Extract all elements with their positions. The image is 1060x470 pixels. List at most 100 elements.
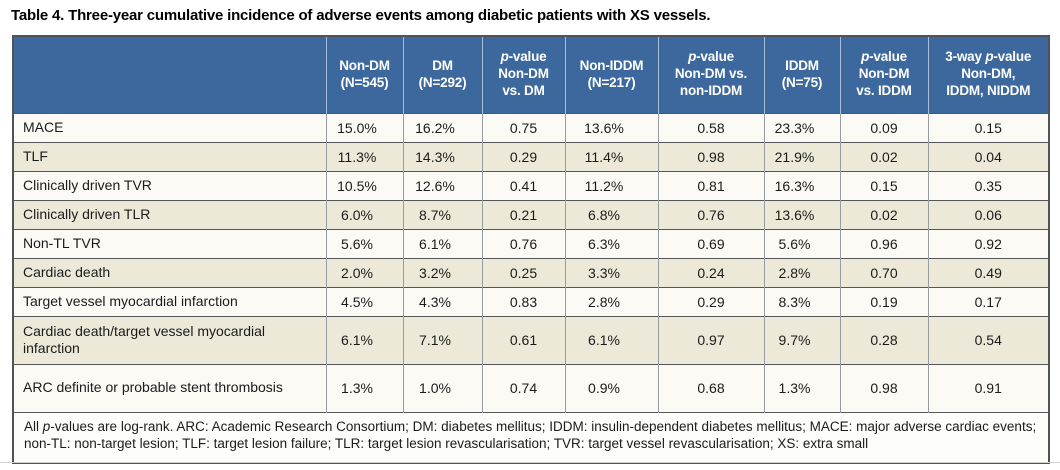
cell-p-3-way: 0.92 [927,228,1049,258]
cell-dm: 8.7% [402,199,482,229]
cell-dm: 6.1% [402,228,482,258]
cell-p-non-dm-vs-dm: 0.83 [481,286,565,316]
cell-p-non-dm-vs-iddm: 0.09 [839,112,928,142]
column-header: IDDM (N=75) [763,36,840,113]
column-header [13,36,326,113]
cell-non-dm: 11.3% [325,141,403,171]
row-label: Clinically driven TLR [13,199,326,229]
table-row: Cardiac death/target vessel myocardial i… [13,315,1049,364]
cell-p-non-dm-vs-dm: 0.41 [481,170,565,200]
table-row: TLF 11.3% 14.3% 0.29 11.4% 0.98 21.9% 0.02 0.04 [13,141,1049,171]
column-header: DM (N=292) [402,36,482,113]
footnote-row: All p-values are log-rank. ARC: Academic… [13,411,1049,464]
column-header: 3-way p-value Non-DM, IDDM, NIDDM [927,36,1049,113]
column-header: p-value Non-DM vs. DM [481,36,565,113]
cell-iddm: 5.6% [763,228,840,258]
cell-non-iddm: 11.2% [564,170,658,200]
cell-p-non-dm-vs-iddm: 0.19 [839,286,928,316]
cell-iddm: 2.8% [763,257,840,287]
cell-p-non-dm-vs-iddm: 0.28 [839,315,928,364]
cell-p-non-dm-vs-non-iddm: 0.69 [657,228,764,258]
cell-non-iddm: 13.6% [564,112,658,142]
row-label: Cardiac death/target vessel myocardial i… [13,315,326,364]
cell-p-3-way: 0.17 [927,286,1049,316]
cell-iddm: 13.6% [763,199,840,229]
cell-non-dm: 15.0% [325,112,403,142]
cell-p-non-dm-vs-dm: 0.29 [481,141,565,171]
cell-non-iddm: 3.3% [564,257,658,287]
table-title: Table 4. Three-year cumulative incidence… [11,7,711,24]
row-label: TLF [13,141,326,171]
cell-p-non-dm-vs-iddm: 0.15 [839,170,928,200]
cell-dm: 16.2% [402,112,482,142]
row-label: Non-TL TVR [13,228,326,258]
cell-p-non-dm-vs-dm: 0.75 [481,112,565,142]
cell-non-dm: 10.5% [325,170,403,200]
cell-p-3-way: 0.04 [927,141,1049,171]
cell-p-non-dm-vs-non-iddm: 0.76 [657,199,764,229]
cell-p-non-dm-vs-non-iddm: 0.58 [657,112,764,142]
row-label: MACE [13,112,326,142]
cell-p-non-dm-vs-non-iddm: 0.68 [657,363,764,412]
column-header: Non-DM (N=545) [325,36,403,113]
cell-non-dm: 6.1% [325,315,403,364]
cell-dm: 1.0% [402,363,482,412]
cell-non-iddm: 6.1% [564,315,658,364]
row-label: Cardiac death [13,257,326,287]
cell-non-iddm: 2.8% [564,286,658,316]
cell-iddm: 1.3% [763,363,840,412]
row-label: Target vessel myocardial infarction [13,286,326,316]
table-row: Clinically driven TVR 10.5% 12.6% 0.41 11.2%… [13,170,1049,200]
cell-p-non-dm-vs-iddm: 0.98 [839,363,928,412]
cell-non-iddm: 6.3% [564,228,658,258]
cell-iddm: 8.3% [763,286,840,316]
table-row: Non-TL TVR 5.6% 6.1% 0.76 6.3% 0.69 5.6% 0.96 0.… [13,228,1049,258]
cell-non-iddm: 0.9% [564,363,658,412]
row-label: ARC definite or probable stent thrombosi… [13,363,326,412]
cell-p-non-dm-vs-non-iddm: 0.29 [657,286,764,316]
row-label: Clinically driven TVR [13,170,326,200]
column-header: p-value Non-DM vs. non-IDDM [657,36,764,113]
cell-dm: 4.3% [402,286,482,316]
column-header: p-value Non-DM vs. IDDM [839,36,928,113]
cell-p-3-way: 0.15 [927,112,1049,142]
cell-iddm: 9.7% [763,315,840,364]
cell-dm: 14.3% [402,141,482,171]
table-body: MACE 15.0% 16.2% 0.75 13.6% 0.58 23.3% 0.09 0.15… [13,112,1049,412]
table-row: Clinically driven TLR 6.0% 8.7% 0.21 6.8% 0.7… [13,199,1049,229]
cell-p-3-way: 0.06 [927,199,1049,229]
cell-p-non-dm-vs-dm: 0.61 [481,315,565,364]
cell-p-non-dm-vs-dm: 0.21 [481,199,565,229]
cell-non-dm: 2.0% [325,257,403,287]
cell-p-non-dm-vs-iddm: 0.96 [839,228,928,258]
cell-p-3-way: 0.54 [927,315,1049,364]
adverse-events-table: Non-DM (N=545) DM (N=292) p-value Non-DM v… [12,35,1050,465]
cell-p-3-way: 0.35 [927,170,1049,200]
cell-iddm: 21.9% [763,141,840,171]
cell-p-non-dm-vs-dm: 0.76 [481,228,565,258]
table-row: MACE 15.0% 16.2% 0.75 13.6% 0.58 23.3% 0.09 0.15 [13,112,1049,142]
cell-iddm: 16.3% [763,170,840,200]
cell-dm: 12.6% [402,170,482,200]
table-row: ARC definite or probable stent thrombosi… [13,363,1049,412]
cell-non-iddm: 6.8% [564,199,658,229]
cell-p-non-dm-vs-non-iddm: 0.98 [657,141,764,171]
column-header: Non-IDDM (N=217) [564,36,658,113]
cell-p-non-dm-vs-iddm: 0.02 [839,141,928,171]
cell-dm: 3.2% [402,257,482,287]
bottom-divider [0,462,1060,463]
cell-non-dm: 6.0% [325,199,403,229]
cell-p-non-dm-vs-non-iddm: 0.24 [657,257,764,287]
cell-p-non-dm-vs-iddm: 0.02 [839,199,928,229]
cell-p-non-dm-vs-iddm: 0.70 [839,257,928,287]
table-footnote: All p-values are log-rank. ARC: Academic… [13,411,1049,464]
cell-non-dm: 5.6% [325,228,403,258]
header-row: Non-DM (N=545) DM (N=292) p-value Non-DM v… [13,36,1049,113]
cell-p-non-dm-vs-dm: 0.25 [481,257,565,287]
table-row: Cardiac death 2.0% 3.2% 0.25 3.3% 0.24 2.8% 0.7… [13,257,1049,287]
cell-non-dm: 4.5% [325,286,403,316]
cell-p-3-way: 0.49 [927,257,1049,287]
cell-p-non-dm-vs-non-iddm: 0.97 [657,315,764,364]
cell-p-3-way: 0.91 [927,363,1049,412]
cell-p-non-dm-vs-non-iddm: 0.81 [657,170,764,200]
